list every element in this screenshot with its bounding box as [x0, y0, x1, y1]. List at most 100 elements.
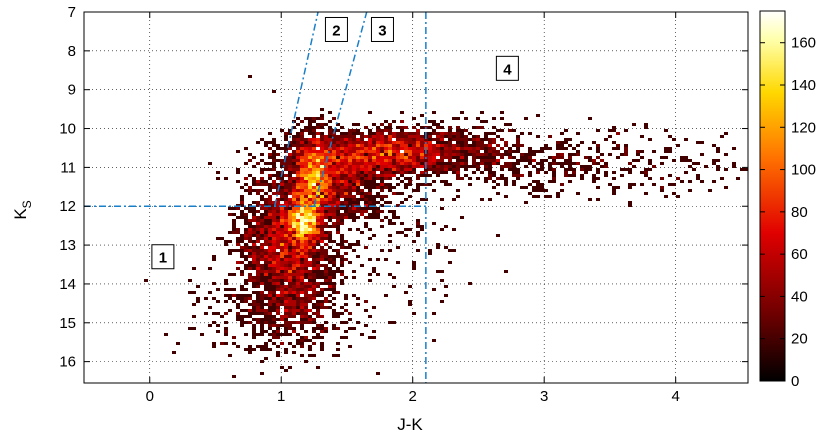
density-cell [468, 150, 472, 153]
density-cell [512, 180, 516, 183]
density-cell [488, 168, 492, 171]
density-cell [324, 327, 328, 330]
density-cell [264, 309, 268, 312]
density-cell [336, 231, 340, 234]
density-cell [380, 168, 384, 171]
density-cell [288, 183, 292, 186]
density-cell [272, 180, 276, 183]
density-cell [560, 144, 564, 147]
density-cell [344, 162, 348, 165]
density-cell [260, 234, 264, 237]
density-cell [576, 150, 580, 153]
density-cell [552, 162, 556, 165]
density-cell [684, 138, 688, 141]
density-cell [276, 147, 280, 150]
density-cell [376, 165, 380, 168]
density-cell [328, 288, 332, 291]
density-cell [296, 309, 300, 312]
density-cell [280, 213, 284, 216]
density-cell [268, 186, 272, 189]
density-cell [412, 138, 416, 141]
density-cell [648, 168, 652, 171]
density-cell [312, 237, 316, 240]
density-cell [372, 135, 376, 138]
density-cell [296, 222, 300, 225]
density-cell [348, 141, 352, 144]
density-cell [416, 159, 420, 162]
density-cell [356, 147, 360, 150]
density-cell [476, 126, 480, 129]
density-cell [364, 171, 368, 174]
density-cell [352, 141, 356, 144]
density-cell [556, 195, 560, 198]
density-cell [264, 192, 268, 195]
density-cell [676, 177, 680, 180]
density-cell [256, 222, 260, 225]
density-cell [400, 180, 404, 183]
density-cell [324, 171, 328, 174]
density-cell [308, 153, 312, 156]
density-cell [324, 264, 328, 267]
density-cell [260, 225, 264, 228]
density-cell [248, 174, 252, 177]
density-cell [428, 165, 432, 168]
density-cell [432, 150, 436, 153]
density-cell [676, 144, 680, 147]
density-cell [376, 150, 380, 153]
density-cell [264, 219, 268, 222]
density-cell [308, 243, 312, 246]
density-cell [512, 144, 516, 147]
density-cell [332, 222, 336, 225]
density-cell [264, 144, 268, 147]
density-cell [276, 213, 280, 216]
density-cell [288, 300, 292, 303]
density-cell [308, 126, 312, 129]
density-cell [208, 306, 212, 309]
density-cell [332, 258, 336, 261]
density-cell [456, 147, 460, 150]
density-cell [308, 300, 312, 303]
density-cell [436, 126, 440, 129]
density-cell [340, 201, 344, 204]
density-cell [508, 150, 512, 153]
density-cell [672, 159, 676, 162]
density-cell [376, 138, 380, 141]
density-cell [492, 162, 496, 165]
density-cell [356, 183, 360, 186]
density-cell [428, 150, 432, 153]
density-cell [368, 279, 372, 282]
density-cell [328, 231, 332, 234]
density-cell [492, 153, 496, 156]
density-cell [492, 117, 496, 120]
colorbar-tick-label: 20 [791, 331, 808, 348]
density-cell [364, 147, 368, 150]
density-cell [628, 183, 632, 186]
density-cell [320, 186, 324, 189]
density-cell [256, 345, 260, 348]
density-cell [312, 243, 316, 246]
density-cell [336, 168, 340, 171]
density-cell [320, 114, 324, 117]
density-cell [304, 126, 308, 129]
y-tick-label: 7 [68, 4, 76, 21]
density-cell [344, 258, 348, 261]
density-cell [304, 168, 308, 171]
density-cell [284, 201, 288, 204]
density-cell [380, 177, 384, 180]
density-cell [276, 240, 280, 243]
density-cell [268, 264, 272, 267]
density-cell [320, 171, 324, 174]
density-cell [392, 147, 396, 150]
density-cell [508, 162, 512, 165]
density-cell [432, 153, 436, 156]
density-cell [416, 129, 420, 132]
density-cell [424, 168, 428, 171]
density-cell [252, 213, 256, 216]
density-cell [224, 282, 228, 285]
density-cell [292, 282, 296, 285]
density-cell [288, 297, 292, 300]
density-cell [296, 174, 300, 177]
density-cell [256, 210, 260, 213]
colorbar-tick-label: 0 [791, 373, 799, 390]
density-cell [588, 147, 592, 150]
